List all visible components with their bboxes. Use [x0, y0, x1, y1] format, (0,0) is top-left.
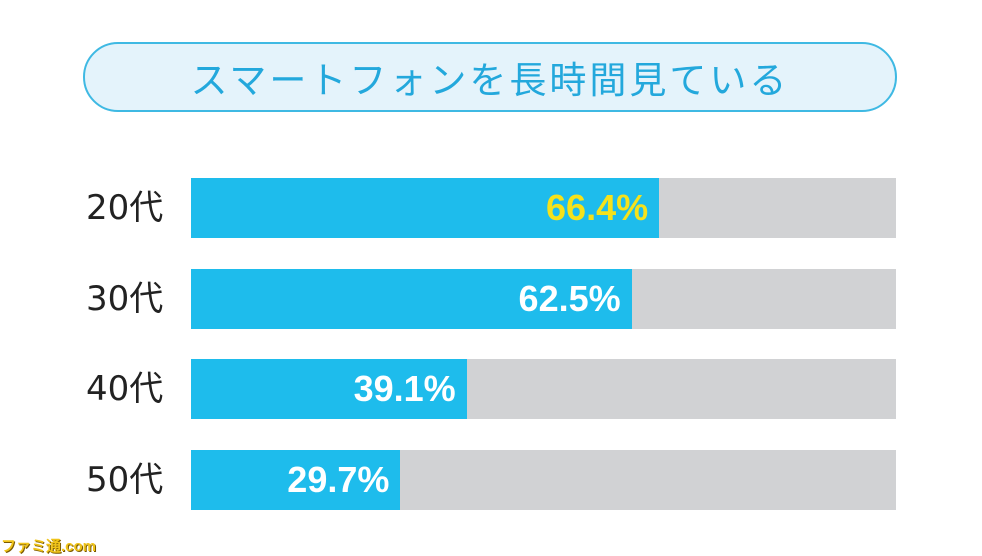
category-label: 40代	[86, 369, 164, 409]
chart-title-box: スマートフォンを長時間見ている	[83, 42, 897, 112]
bar-row: 40代 39.1%	[0, 359, 982, 419]
category-label: 20代	[86, 188, 164, 228]
bar-track: 29.7%	[191, 450, 896, 510]
bar: 62.5%	[191, 269, 632, 329]
bar-row: 30代 62.5%	[0, 269, 982, 329]
bar-row: 20代 66.4%	[0, 178, 982, 238]
data-label: 39.1%	[353, 368, 456, 409]
watermark-logo: ファミ通.com	[1, 538, 97, 555]
data-label: 66.4%	[546, 187, 649, 228]
bar: 29.7%	[191, 450, 401, 510]
bar-row: 50代 29.7%	[0, 450, 982, 510]
bar-track: 66.4%	[191, 178, 896, 238]
bar: 66.4%	[191, 178, 660, 238]
data-label: 29.7%	[287, 459, 390, 500]
bar: 39.1%	[191, 359, 467, 419]
data-label: 62.5%	[518, 278, 621, 319]
bar-track: 62.5%	[191, 269, 896, 329]
chart-title: スマートフォンを長時間見ている	[190, 59, 790, 102]
category-label: 30代	[86, 279, 164, 319]
bar-track: 39.1%	[191, 359, 896, 419]
category-label: 50代	[86, 460, 164, 500]
